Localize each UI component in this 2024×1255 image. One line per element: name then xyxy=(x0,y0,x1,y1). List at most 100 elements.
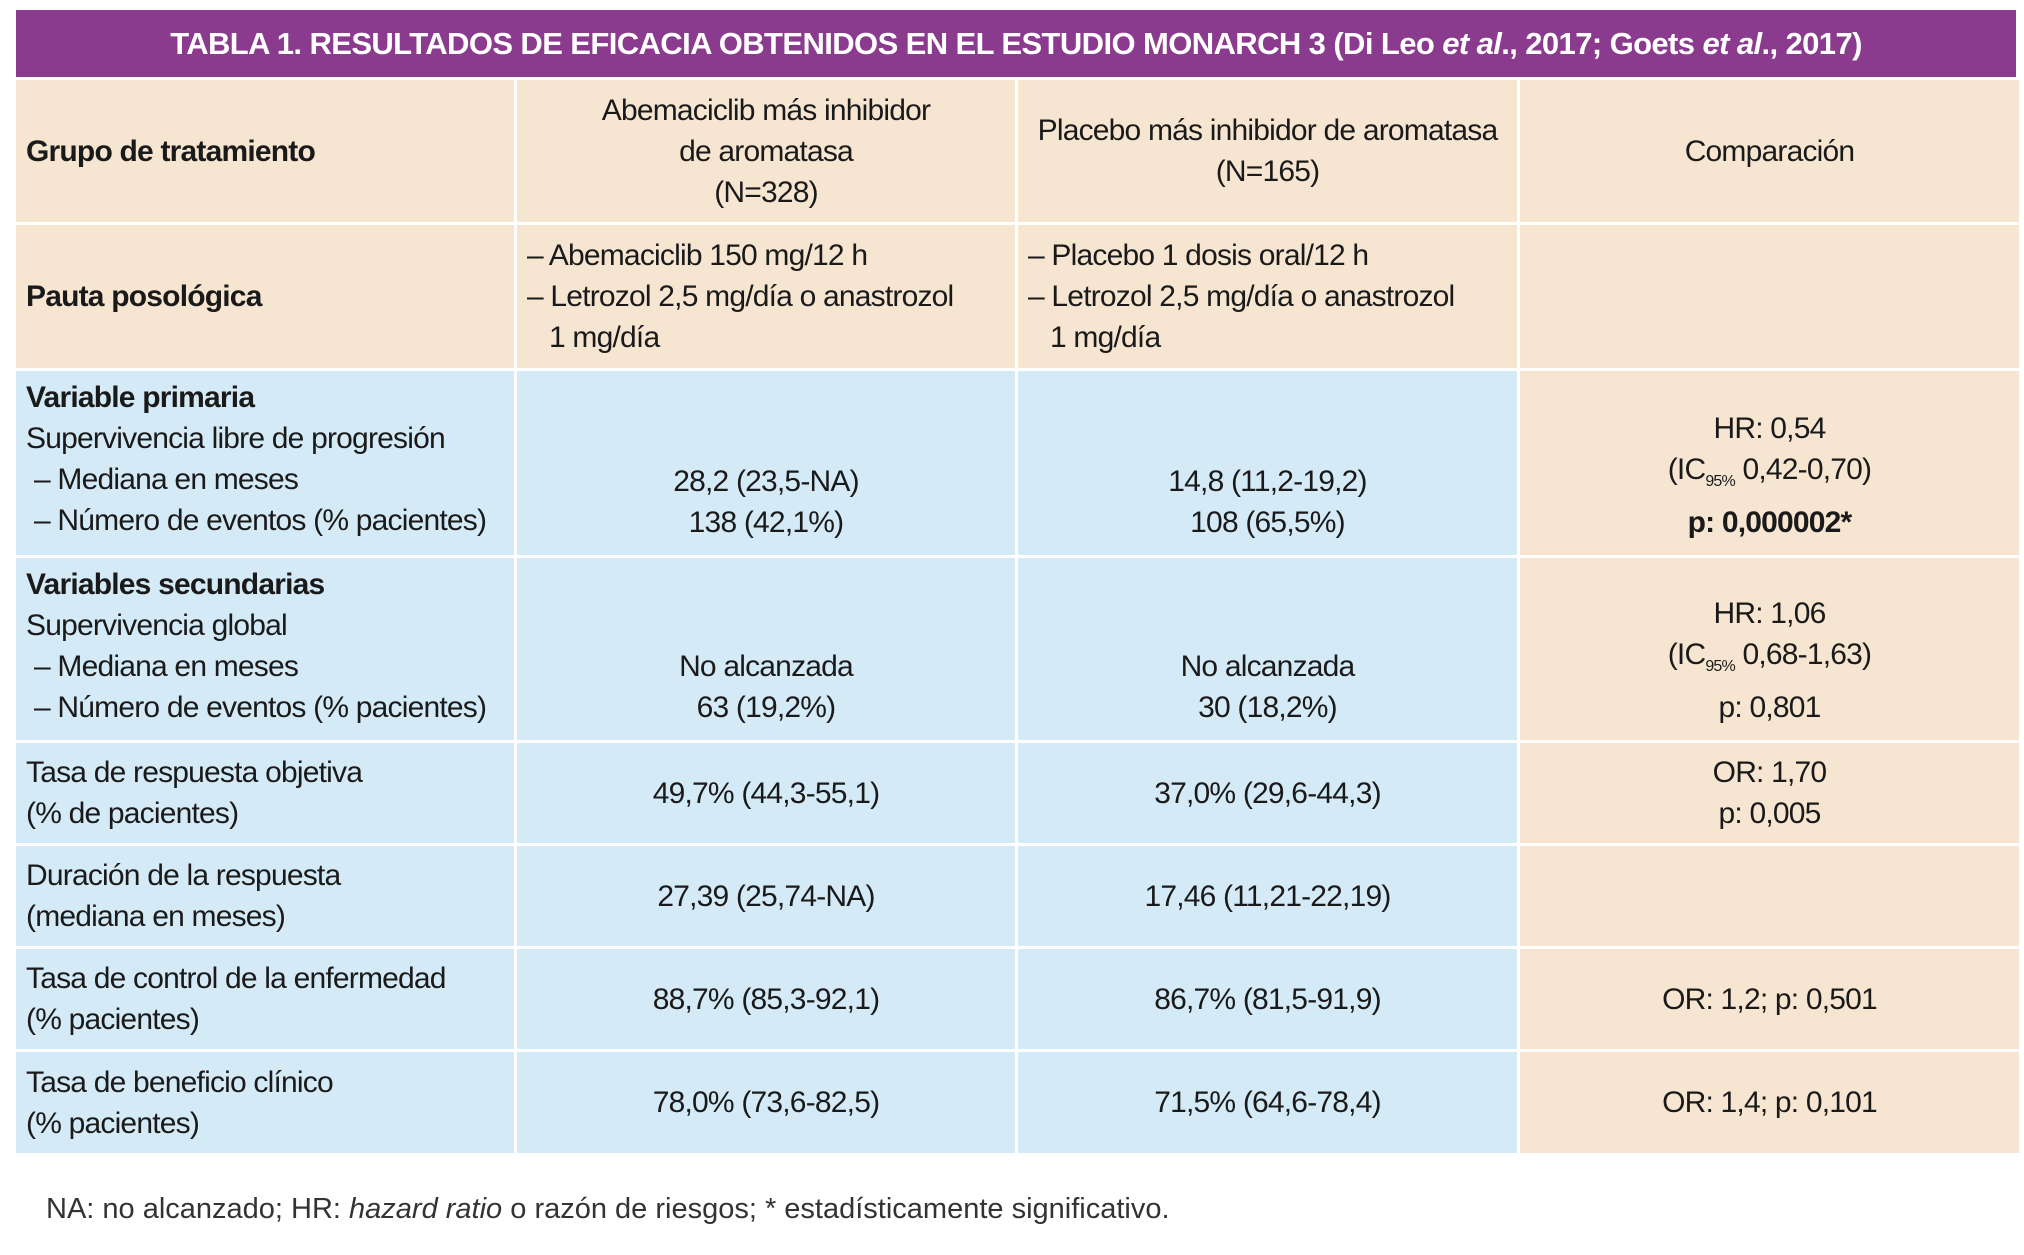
title-italic: et al xyxy=(1702,26,1762,61)
cell-line: Tasa de respuesta objetiva xyxy=(26,756,363,789)
cell-line: Supervivencia global xyxy=(26,609,288,642)
cell-line: Comparación xyxy=(1684,134,1855,168)
cell-line: Variable primaria xyxy=(26,381,255,414)
table-cell: 28,2 (23,5-NA) 138 (42,1%) xyxy=(514,368,1018,558)
cell-line: 78,0% (73,6-82,5) xyxy=(652,1086,880,1119)
cell-line: No alcanzada xyxy=(1180,650,1356,683)
table-cell: 49,7% (44,3-55,1) xyxy=(514,740,1018,846)
table-cell: No alcanzada 63 (19,2%) xyxy=(514,555,1018,743)
table-cell: 14,8 (11,2-19,2) 108 (65,5%) xyxy=(1015,368,1520,558)
cell-line: de aromatasa xyxy=(679,134,854,168)
table-row: Tasa de respuesta objetiva (% de paciente… xyxy=(13,740,2022,846)
cell-line: (N=165) xyxy=(1215,155,1320,188)
cell-line: OR: 1,2; p: 0,501 xyxy=(1662,982,1878,1016)
cell-line: 17,46 (11,21-22,19) xyxy=(1144,879,1391,913)
title-text: TABLA 1. RESULTADOS DE EFICACIA OBTENIDO… xyxy=(170,26,1443,61)
cell-line: p: 0,005 xyxy=(1718,797,1821,830)
table-row: Duración de la respuesta (mediana en mese… xyxy=(13,843,2022,949)
cell-line: No alcanzada xyxy=(679,650,854,683)
footnote-text: o razón de riesgos; * estadísticamente s… xyxy=(502,1193,1170,1225)
table-cell: HR: 0,54 (IC95% 0,42-0,70) p: 0,000002* xyxy=(1517,368,2022,558)
cell-text: 0,68-1,63) xyxy=(1734,638,1872,671)
results-table: Grupo de tratamiento Abemaciclib más inhi… xyxy=(13,77,2022,1156)
cell-line: 30 (18,2%) xyxy=(1198,691,1338,724)
table-row: Variable primaria Supervivencia libre de … xyxy=(13,368,2022,558)
cell-line: p: 0,000002* xyxy=(1687,506,1853,539)
cell-line: (IC95% 0,42-0,70) xyxy=(1530,449,2009,502)
cell-line: – Número de eventos (% pacientes) xyxy=(34,691,487,724)
table-row: Grupo de tratamiento Abemaciclib más inhi… xyxy=(13,77,2022,225)
cell-line: Abemaciclib más inhibidor xyxy=(601,93,931,127)
cell-line: 108 (65,5%) xyxy=(1190,506,1345,539)
table-cell: Abemaciclib más inhibidor de aromatasa (N=… xyxy=(514,77,1018,225)
cell-line: (N=328) xyxy=(714,175,818,209)
table-cell: No alcanzada 30 (18,2%) xyxy=(1015,555,1520,743)
table-cell: 86,7% (81,5-91,9) xyxy=(1015,946,1520,1052)
table-cell: Placebo más inhibidor de aromatasa (N=165… xyxy=(1015,77,1520,225)
table-cell: OR: 1,2; p: 0,501 xyxy=(1517,946,2022,1052)
cell-line: OR: 1,4; p: 0,101 xyxy=(1662,1086,1878,1119)
cell-line: Supervivencia libre de progresión xyxy=(26,422,446,455)
table-cell: 78,0% (73,6-82,5) xyxy=(514,1049,1018,1156)
footnote-text: NA: no alcanzado; HR: xyxy=(46,1193,350,1225)
table-cell: 88,7% (85,3-92,1) xyxy=(514,946,1018,1052)
table-row: Tasa de control de la enfermedad (% pacie… xyxy=(13,946,2022,1052)
table-cell: – Placebo 1 dosis oral/12 h – Letrozol 2,… xyxy=(1015,222,1520,371)
table-cell: Duración de la respuesta (mediana en mese… xyxy=(13,843,517,949)
cell-line: (IC95% 0,68-1,63) xyxy=(1530,634,2009,687)
cell-line: 88,7% (85,3-92,1) xyxy=(652,982,880,1016)
cell-line: Variables secundarias xyxy=(26,568,325,601)
table-cell: HR: 1,06 (IC95% 0,68-1,63) p: 0,801 xyxy=(1517,555,2022,743)
subscript: 95% xyxy=(1705,658,1735,675)
cell-line: 138 (42,1%) xyxy=(688,506,844,539)
table-cell: OR: 1,4; p: 0,101 xyxy=(1517,1049,2022,1156)
cell-line: (% de pacientes) xyxy=(26,797,239,830)
cell-line: 27,39 (25,74-NA) xyxy=(657,879,875,913)
cell-line: OR: 1,70 xyxy=(1712,756,1827,789)
cell-line: 37,0% (29,6-44,3) xyxy=(1154,776,1381,810)
table-cell: – Abemaciclib 150 mg/12 h – Letrozol 2,5 … xyxy=(514,222,1018,371)
title-text: ., 2017) xyxy=(1761,26,1862,61)
cell-line: 63 (19,2%) xyxy=(696,691,837,724)
cell-line: 49,7% (44,3-55,1) xyxy=(652,776,880,810)
table-cell: 27,39 (25,74-NA) xyxy=(514,843,1018,949)
cell-line: – Placebo 1 dosis oral/12 h xyxy=(1028,239,1369,272)
table-cell: 71,5% (64,6-78,4) xyxy=(1015,1049,1520,1156)
table-cell: OR: 1,70 p: 0,005 xyxy=(1517,740,2022,846)
cell-line: 86,7% (81,5-91,9) xyxy=(1154,982,1381,1016)
cell-line: Grupo de tratamiento xyxy=(26,134,316,168)
table-cell: 37,0% (29,6-44,3) xyxy=(1015,740,1520,846)
cell-line: HR: 1,06 xyxy=(1713,597,1827,630)
cell-line: Tasa de beneficio clínico xyxy=(26,1065,334,1099)
table-cell: Tasa de control de la enfermedad (% pacie… xyxy=(13,946,517,1052)
cell-line: (% pacientes) xyxy=(26,1106,200,1140)
cell-line: (% pacientes) xyxy=(26,1003,200,1036)
cell-line: – Abemaciclib 150 mg/12 h xyxy=(527,239,868,272)
cell-line: p: 0,801 xyxy=(1718,691,1821,724)
table-row: Tasa de beneficio clínico (% pacientes) 78… xyxy=(13,1049,2022,1156)
cell-text: (IC xyxy=(1667,638,1706,671)
cell-line: Duración de la respuesta xyxy=(26,859,341,892)
table-cell: Tasa de respuesta objetiva (% de paciente… xyxy=(13,740,517,846)
table-cell xyxy=(1517,843,2022,949)
cell-line: HR: 0,54 xyxy=(1713,412,1827,445)
cell-line: – Letrozol 2,5 mg/día o anastrozol xyxy=(1028,280,1455,313)
cell-line: Tasa de control de la enfermedad xyxy=(26,962,446,995)
table-cell: Pauta posológica xyxy=(13,222,517,371)
cell-line: – Número de eventos (% pacientes) xyxy=(34,504,487,537)
table-cell: 17,46 (11,21-22,19) xyxy=(1015,843,1520,949)
cell-line: – Mediana en meses xyxy=(34,463,299,496)
footnote-italic: hazard ratio xyxy=(349,1193,503,1225)
cell-line: Placebo más inhibidor de aromatasa xyxy=(1037,114,1499,147)
cell-line: – Mediana en meses xyxy=(34,650,299,683)
table-cell: Comparación xyxy=(1517,77,2022,225)
table-cell: Grupo de tratamiento xyxy=(13,77,517,225)
table-row: Pauta posológica – Abemaciclib 150 mg/12 … xyxy=(13,222,2022,371)
title-italic: et al xyxy=(1442,26,1502,61)
table-cell: Variable primaria Supervivencia libre de … xyxy=(13,368,517,558)
table-cell: Variables secundarias Supervivencia globa… xyxy=(13,555,517,743)
table-row: Variables secundarias Supervivencia globa… xyxy=(13,555,2022,743)
table-cell xyxy=(1517,222,2022,371)
cell-line: (mediana en meses) xyxy=(26,900,286,933)
